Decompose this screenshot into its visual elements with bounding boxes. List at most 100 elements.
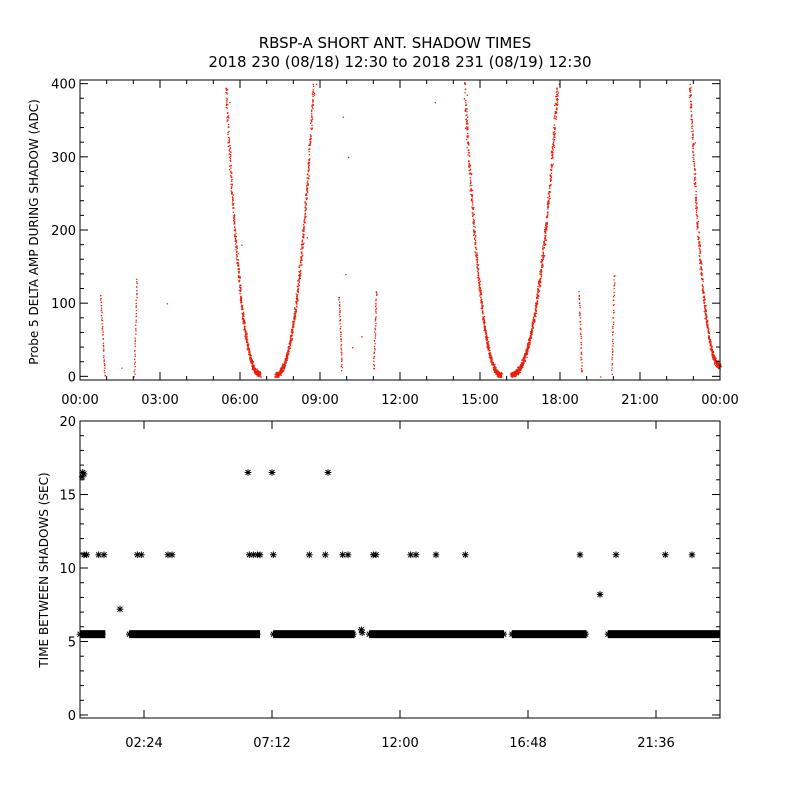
data-point: [294, 315, 297, 318]
data-point: [550, 184, 552, 186]
data-point: [532, 318, 534, 321]
data-point: [472, 200, 474, 202]
data-point: [697, 224, 699, 226]
data-point: [375, 316, 377, 318]
data-point: [516, 369, 519, 372]
data-point: [232, 204, 234, 206]
data-point: [696, 215, 699, 217]
data-point: [477, 279, 480, 282]
data-point: [551, 146, 553, 148]
data-point: [309, 148, 311, 150]
data-point: [471, 196, 473, 198]
data-point: [540, 271, 543, 273]
data-point: [702, 286, 705, 288]
data-point: [706, 322, 708, 324]
data-point: [691, 125, 694, 127]
data-point: [536, 291, 539, 293]
data-point: [375, 309, 377, 311]
data-point: [612, 342, 614, 345]
data-point: [704, 307, 706, 309]
data-point: [537, 294, 540, 296]
data-point: [312, 83, 314, 86]
data-point: [614, 275, 616, 277]
data-point: [259, 372, 262, 374]
data-point: [478, 288, 480, 290]
data-point: [229, 153, 231, 156]
data-point: [521, 365, 524, 367]
data-point: [528, 341, 531, 344]
figure-title-line2: 2018 230 (08/18) 12:30 to 2018 231 (08/1…: [208, 53, 591, 71]
data-point: [246, 336, 248, 338]
data-point: [340, 343, 343, 346]
data-point: [537, 291, 540, 293]
data-point: [470, 172, 473, 175]
data-point: [339, 308, 341, 310]
data-point: [537, 296, 539, 298]
data-point: [546, 222, 548, 225]
data-point: [235, 235, 238, 238]
data-point: [547, 203, 549, 205]
data-point: [135, 324, 137, 326]
data-point: [240, 284, 242, 287]
data-point: [485, 334, 488, 337]
data-point: [473, 230, 475, 233]
y-tick-label: 100: [51, 297, 76, 312]
data-point: [249, 352, 251, 355]
data-point: [339, 328, 342, 330]
data-point: [306, 237, 308, 239]
data-point: [699, 252, 701, 255]
data-point: [580, 341, 582, 344]
data-point: [470, 190, 472, 192]
data-point: [291, 338, 294, 340]
data-point: [692, 147, 694, 149]
data-point: [303, 235, 305, 237]
data-point: [302, 254, 304, 257]
y-tick-label: 0: [68, 709, 76, 724]
x-tick-label: 21:00: [621, 393, 658, 408]
data-point: [694, 183, 697, 185]
data-point: [707, 332, 709, 334]
data-point: [281, 364, 284, 366]
data-point: [303, 225, 305, 228]
data-point: [324, 469, 332, 476]
data-point: [242, 314, 245, 316]
data-point: [695, 181, 697, 184]
data-point: [578, 295, 580, 297]
data-point: [705, 315, 707, 317]
data-point: [525, 350, 527, 353]
data-point: [309, 158, 311, 160]
data-point: [519, 364, 522, 366]
data-point: [475, 243, 477, 245]
data-point: [135, 306, 137, 308]
data-point: [291, 329, 294, 331]
data-point: [246, 340, 248, 342]
data-point: [537, 288, 539, 291]
data-point: [613, 284, 616, 286]
data-point: [468, 169, 470, 172]
data-point: [470, 189, 473, 191]
data-point: [470, 173, 473, 176]
x-tick-label: 15:00: [461, 393, 498, 408]
data-point: [232, 219, 235, 222]
data-point: [296, 295, 298, 297]
data-point: [691, 127, 693, 130]
data-point: [472, 208, 474, 210]
data-point: [466, 121, 468, 124]
data-point: [231, 178, 233, 181]
data-point: [475, 248, 478, 250]
data-point: [523, 356, 525, 358]
y-tick-label: 0: [68, 370, 76, 385]
data-point: [253, 371, 256, 374]
data-point: [306, 551, 313, 559]
data-point: [231, 186, 233, 189]
data-point: [553, 139, 556, 141]
data-point: [701, 277, 703, 280]
data-point: [469, 176, 471, 179]
data-point: [228, 139, 230, 141]
data-point: [228, 153, 230, 155]
data-point: [307, 165, 310, 167]
data-point: [550, 150, 553, 153]
data-point: [251, 365, 253, 367]
data-point: [521, 363, 523, 365]
data-point: [536, 295, 539, 297]
